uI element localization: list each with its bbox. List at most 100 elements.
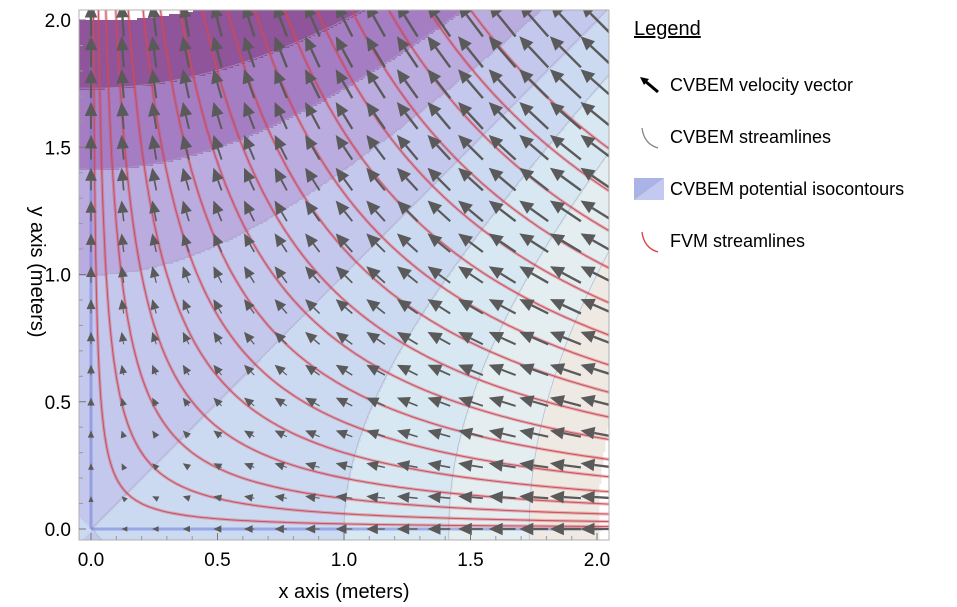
velocity-arrowhead bbox=[549, 490, 565, 504]
velocity-arrowhead bbox=[243, 134, 256, 151]
velocity-arrowhead bbox=[490, 10, 503, 19]
velocity-arrowhead bbox=[519, 102, 534, 117]
velocity-arrowhead bbox=[116, 167, 129, 182]
velocity-arrowhead bbox=[519, 200, 535, 214]
velocity-arrowhead bbox=[274, 462, 285, 471]
velocity-vector bbox=[502, 464, 516, 469]
velocity-arrowhead bbox=[366, 460, 379, 471]
velocity-vector bbox=[465, 13, 484, 38]
velocity-vector bbox=[468, 240, 484, 253]
isocontour-line bbox=[79, 10, 365, 89]
velocity-vector bbox=[438, 273, 451, 284]
fvm-streamline-core bbox=[179, 10, 609, 440]
velocity-vector bbox=[122, 341, 125, 345]
velocity-vector bbox=[528, 78, 550, 99]
velocity-vector bbox=[471, 401, 484, 407]
velocity-vector bbox=[496, 13, 517, 38]
velocity-arrowhead bbox=[150, 299, 160, 311]
y-axis-title: y axis (meters) bbox=[26, 206, 48, 337]
velocity-vector bbox=[216, 82, 223, 99]
velocity-vector bbox=[343, 210, 354, 222]
velocity-vector bbox=[154, 244, 157, 253]
velocity-vector bbox=[341, 48, 354, 68]
velocity-vector bbox=[592, 239, 609, 251]
velocity-arrowhead bbox=[458, 69, 472, 84]
velocity-vector bbox=[563, 400, 582, 408]
velocity-vector bbox=[440, 464, 451, 469]
velocity-vector bbox=[531, 304, 549, 315]
velocity-arrowhead bbox=[366, 397, 380, 408]
velocity-arrowhead bbox=[396, 364, 412, 376]
velocity-arrowhead bbox=[242, 36, 255, 52]
velocity-vector bbox=[436, 176, 452, 192]
velocity-arrowhead bbox=[458, 364, 474, 376]
velocity-arrowhead bbox=[397, 10, 410, 19]
velocity-arrowhead bbox=[213, 266, 224, 279]
velocity-vector bbox=[405, 144, 419, 161]
velocity-arrowhead bbox=[244, 200, 256, 215]
velocity-arrowhead bbox=[210, 10, 223, 19]
velocity-vector bbox=[467, 176, 484, 192]
velocity-vector bbox=[251, 434, 255, 438]
velocity-vector bbox=[248, 179, 256, 191]
velocity-vector bbox=[563, 464, 582, 469]
velocity-arrowhead bbox=[396, 102, 411, 117]
velocity-arrowhead bbox=[86, 266, 96, 277]
velocity-arrowhead bbox=[182, 397, 191, 407]
velocity-vector bbox=[530, 272, 549, 284]
velocity-vector bbox=[408, 401, 418, 407]
velocity-arrowhead bbox=[458, 233, 474, 247]
velocity-arrowhead bbox=[580, 69, 596, 84]
velocity-vector bbox=[499, 240, 517, 253]
velocity-vector bbox=[593, 399, 609, 407]
velocity-arrowhead bbox=[458, 396, 474, 408]
velocity-arrowhead bbox=[366, 69, 380, 85]
potential-isocontours bbox=[79, 10, 609, 540]
velocity-arrowhead bbox=[84, 36, 98, 51]
velocity-vector bbox=[248, 147, 256, 160]
velocity-vector bbox=[249, 243, 255, 253]
velocity-vector bbox=[408, 369, 418, 376]
velocity-vector bbox=[310, 81, 321, 99]
velocity-arrowhead bbox=[305, 10, 317, 19]
velocity-vector bbox=[152, 50, 158, 68]
velocity-arrowhead bbox=[427, 459, 442, 472]
velocity-arrowhead bbox=[549, 522, 564, 536]
velocity-arrowhead bbox=[305, 134, 318, 151]
isocontour-line bbox=[528, 250, 609, 540]
velocity-arrowhead bbox=[549, 102, 565, 116]
velocity-vector bbox=[465, 46, 484, 69]
velocity-vector bbox=[121, 148, 125, 160]
velocity-vector bbox=[468, 208, 484, 223]
velocity-arrowhead bbox=[366, 429, 380, 440]
velocity-arrowhead bbox=[458, 266, 474, 280]
velocity-arrowhead bbox=[210, 36, 224, 52]
velocity-arrowhead bbox=[152, 463, 160, 471]
velocity-arrowhead bbox=[488, 36, 503, 51]
velocity-vector bbox=[186, 276, 190, 284]
velocity-arrowhead bbox=[519, 299, 535, 311]
isocontour-line bbox=[448, 151, 609, 540]
velocity-arrowhead bbox=[244, 364, 255, 376]
axis-ticks: 0.0 0.5 1.0 1.5 2.0 0.0 0.5 1.0 1.5 2.0 bbox=[45, 11, 611, 571]
velocity-arrowhead bbox=[180, 167, 192, 182]
velocity-arrowhead bbox=[519, 459, 534, 472]
velocity-arrowhead bbox=[274, 397, 286, 408]
velocity-vector bbox=[247, 82, 256, 99]
velocity-arrowhead bbox=[335, 397, 349, 408]
velocity-vector bbox=[467, 143, 484, 161]
velocity-vector bbox=[186, 340, 190, 345]
velocity-arrowhead bbox=[549, 69, 565, 84]
velocity-arrowhead bbox=[396, 69, 411, 85]
velocity-vector bbox=[529, 175, 549, 192]
velocity-vector bbox=[532, 400, 549, 407]
velocity-arrowhead bbox=[335, 331, 349, 344]
velocity-arrowhead bbox=[148, 167, 161, 182]
velocity-arrowhead bbox=[458, 299, 474, 312]
blue-swatch-icon bbox=[634, 178, 664, 200]
velocity-arrowhead bbox=[305, 233, 318, 248]
velocity-arrowhead bbox=[458, 522, 472, 536]
velocity-vector bbox=[216, 115, 223, 130]
velocity-vector bbox=[377, 433, 386, 438]
velocity-vector bbox=[250, 371, 255, 376]
